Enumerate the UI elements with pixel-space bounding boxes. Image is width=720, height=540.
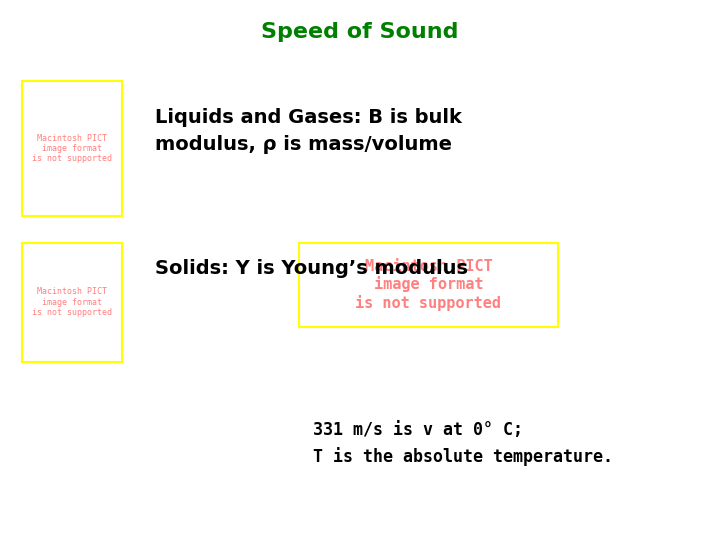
Text: Macintosh PICT
image format
is not supported: Macintosh PICT image format is not suppo…: [32, 287, 112, 318]
Text: Liquids and Gases: B is bulk
modulus, ρ is mass/volume: Liquids and Gases: B is bulk modulus, ρ …: [155, 108, 462, 153]
Text: Solids: Y is Young’s modulus: Solids: Y is Young’s modulus: [155, 259, 468, 278]
Text: Macintosh PICT
image format
is not supported: Macintosh PICT image format is not suppo…: [356, 259, 501, 311]
Text: 331 m/s is v at 0° C;
T is the absolute temperature.: 331 m/s is v at 0° C; T is the absolute …: [313, 421, 613, 465]
Bar: [22, 243, 122, 362]
Text: Macintosh PICT
image format
is not supported: Macintosh PICT image format is not suppo…: [32, 133, 112, 164]
Bar: [299, 243, 558, 327]
Text: Speed of Sound: Speed of Sound: [261, 22, 459, 42]
Bar: [22, 81, 122, 216]
